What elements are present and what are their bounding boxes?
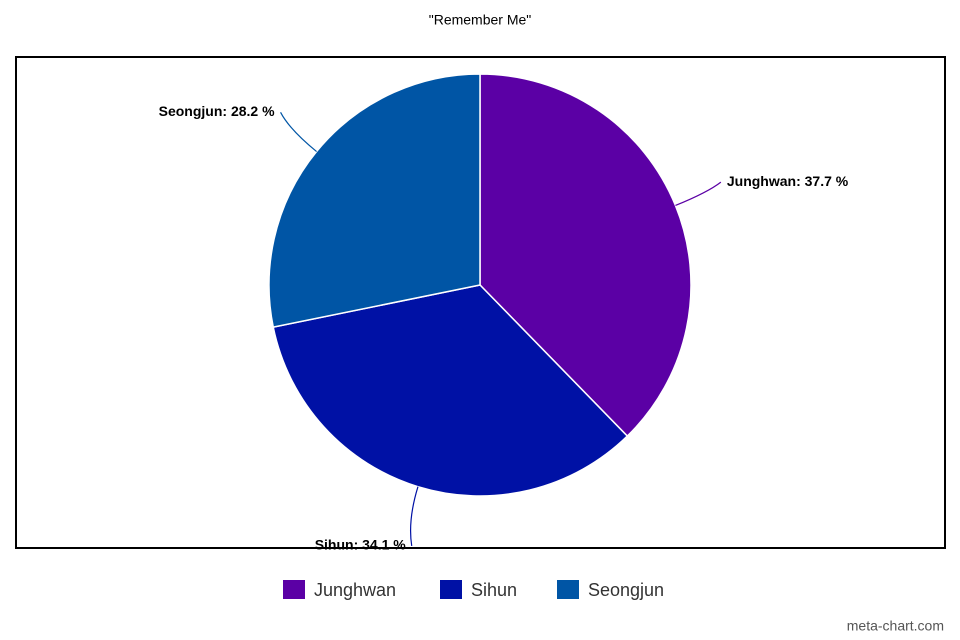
- connector: [409, 486, 419, 547]
- legend-swatch: [557, 580, 579, 599]
- connector: [280, 112, 317, 152]
- data-label: Junghwan: 37.7 %: [727, 173, 849, 189]
- pie-slice: [268, 73, 481, 329]
- pie-slice: [272, 284, 629, 497]
- connector: [675, 181, 722, 207]
- data-label: Seongjun: 28.2 %: [159, 103, 275, 119]
- legend-label: Seongjun: [588, 580, 664, 600]
- watermark: meta-chart.com: [847, 618, 944, 634]
- chart-title: "Remember Me": [429, 12, 532, 28]
- data-label: Sihun: 34.1 %: [315, 537, 407, 553]
- legend-label: Sihun: [471, 580, 517, 600]
- plot-frame: [15, 56, 946, 549]
- legend-swatch: [440, 580, 462, 599]
- legend-swatch: [283, 580, 305, 599]
- legend-label: Junghwan: [314, 580, 396, 600]
